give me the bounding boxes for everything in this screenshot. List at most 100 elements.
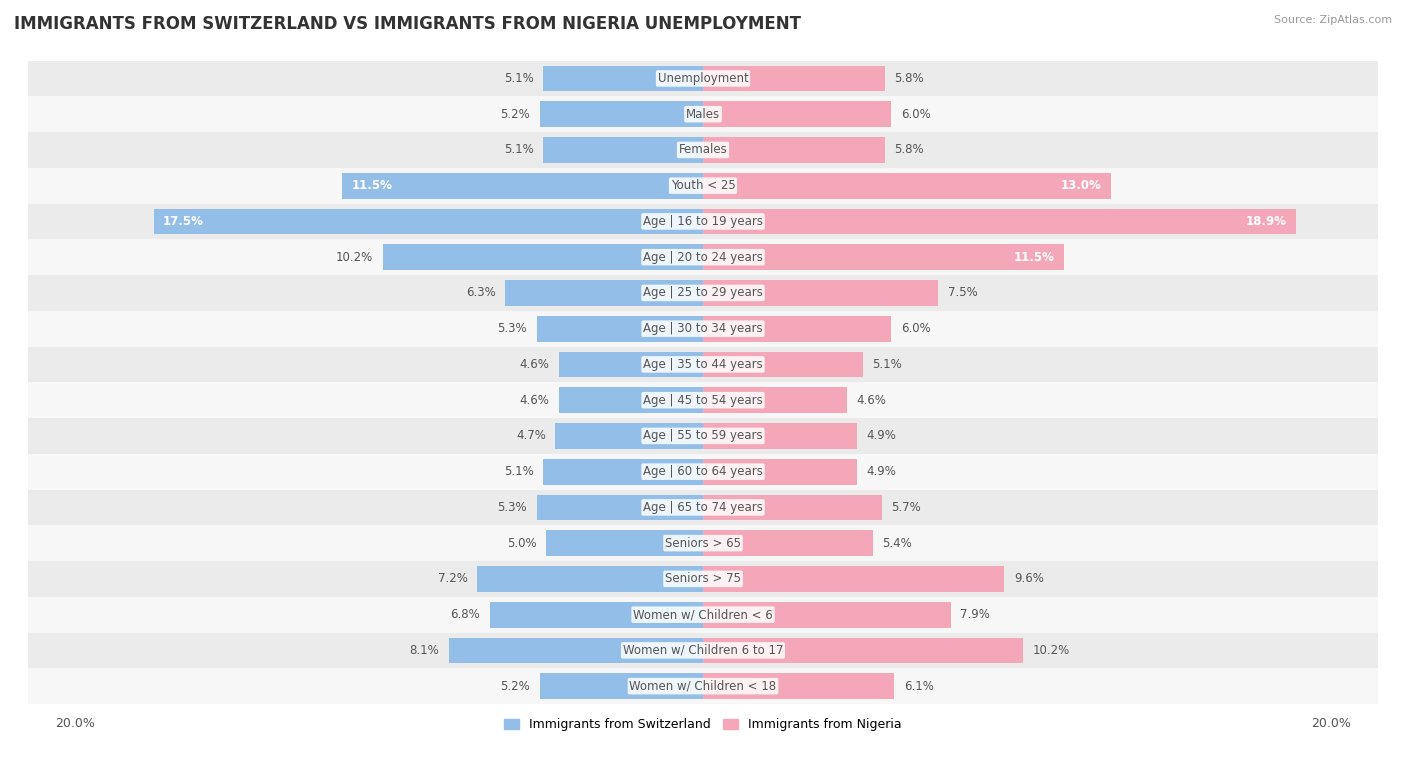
Bar <box>0 347 1406 382</box>
Bar <box>703 66 884 92</box>
Text: 5.0%: 5.0% <box>508 537 537 550</box>
Text: 9.6%: 9.6% <box>1014 572 1043 585</box>
Bar <box>0 61 1406 96</box>
Bar <box>0 132 1406 168</box>
Text: 4.9%: 4.9% <box>866 429 896 442</box>
Text: Women w/ Children 6 to 17: Women w/ Children 6 to 17 <box>623 644 783 657</box>
Bar <box>0 597 1406 633</box>
Text: 4.9%: 4.9% <box>866 465 896 478</box>
Text: 5.8%: 5.8% <box>894 72 924 85</box>
Bar <box>0 525 1406 561</box>
Bar <box>505 280 703 306</box>
Bar <box>703 351 863 377</box>
Bar <box>477 566 703 592</box>
Text: 7.2%: 7.2% <box>437 572 468 585</box>
Bar <box>703 137 884 163</box>
Bar <box>0 490 1406 525</box>
Text: 10.2%: 10.2% <box>336 251 374 263</box>
Bar <box>342 173 703 198</box>
Text: Age | 65 to 74 years: Age | 65 to 74 years <box>643 501 763 514</box>
Text: Seniors > 75: Seniors > 75 <box>665 572 741 585</box>
Text: 5.3%: 5.3% <box>498 501 527 514</box>
Text: Unemployment: Unemployment <box>658 72 748 85</box>
Bar <box>540 673 703 699</box>
Text: 8.1%: 8.1% <box>409 644 439 657</box>
Text: Women w/ Children < 18: Women w/ Children < 18 <box>630 680 776 693</box>
Bar <box>703 637 1024 663</box>
Bar <box>703 280 938 306</box>
Text: Males: Males <box>686 107 720 120</box>
Bar <box>0 561 1406 597</box>
Bar <box>703 673 894 699</box>
Bar <box>0 382 1406 418</box>
Legend: Immigrants from Switzerland, Immigrants from Nigeria: Immigrants from Switzerland, Immigrants … <box>499 713 907 737</box>
Text: 5.7%: 5.7% <box>891 501 921 514</box>
Text: 5.1%: 5.1% <box>503 143 533 157</box>
Text: Age | 60 to 64 years: Age | 60 to 64 years <box>643 465 763 478</box>
Bar <box>703 566 1004 592</box>
Text: Age | 25 to 29 years: Age | 25 to 29 years <box>643 286 763 300</box>
Bar <box>0 311 1406 347</box>
Bar <box>543 459 703 484</box>
Text: 13.0%: 13.0% <box>1062 179 1102 192</box>
Text: Age | 30 to 34 years: Age | 30 to 34 years <box>643 322 763 335</box>
Bar <box>543 137 703 163</box>
Text: Age | 35 to 44 years: Age | 35 to 44 years <box>643 358 763 371</box>
Bar <box>537 494 703 520</box>
Bar <box>0 96 1406 132</box>
Bar <box>703 245 1064 270</box>
Text: Youth < 25: Youth < 25 <box>671 179 735 192</box>
Text: Women w/ Children < 6: Women w/ Children < 6 <box>633 608 773 621</box>
Bar <box>558 351 703 377</box>
Bar <box>0 239 1406 275</box>
Text: 6.8%: 6.8% <box>450 608 479 621</box>
Text: 6.3%: 6.3% <box>465 286 496 300</box>
Text: 4.7%: 4.7% <box>516 429 546 442</box>
Bar <box>449 637 703 663</box>
Bar <box>703 316 891 341</box>
Bar <box>703 459 856 484</box>
Text: 5.8%: 5.8% <box>894 143 924 157</box>
Bar <box>703 101 891 127</box>
Bar <box>0 275 1406 311</box>
Text: 5.2%: 5.2% <box>501 107 530 120</box>
Text: 4.6%: 4.6% <box>519 394 550 407</box>
Text: 5.1%: 5.1% <box>503 72 533 85</box>
Text: 6.1%: 6.1% <box>904 680 934 693</box>
Bar <box>703 531 873 556</box>
Bar <box>703 602 950 628</box>
Text: 11.5%: 11.5% <box>352 179 392 192</box>
Bar <box>0 204 1406 239</box>
Text: Age | 45 to 54 years: Age | 45 to 54 years <box>643 394 763 407</box>
Text: 7.5%: 7.5% <box>948 286 977 300</box>
Text: 5.1%: 5.1% <box>503 465 533 478</box>
Text: 5.4%: 5.4% <box>882 537 911 550</box>
Bar <box>382 245 703 270</box>
Bar <box>703 423 856 449</box>
Bar <box>703 208 1296 235</box>
Text: 7.9%: 7.9% <box>960 608 990 621</box>
Text: 11.5%: 11.5% <box>1014 251 1054 263</box>
Text: 18.9%: 18.9% <box>1246 215 1286 228</box>
Bar <box>0 168 1406 204</box>
Text: Age | 20 to 24 years: Age | 20 to 24 years <box>643 251 763 263</box>
Text: 6.0%: 6.0% <box>901 322 931 335</box>
Text: Age | 55 to 59 years: Age | 55 to 59 years <box>643 429 763 442</box>
Bar <box>543 66 703 92</box>
Text: Females: Females <box>679 143 727 157</box>
Bar <box>0 418 1406 453</box>
Bar <box>703 388 848 413</box>
Bar <box>153 208 703 235</box>
Text: 5.1%: 5.1% <box>873 358 903 371</box>
Bar <box>0 668 1406 704</box>
Bar <box>537 316 703 341</box>
Bar <box>703 494 882 520</box>
Bar <box>0 453 1406 490</box>
Text: Age | 16 to 19 years: Age | 16 to 19 years <box>643 215 763 228</box>
Text: Source: ZipAtlas.com: Source: ZipAtlas.com <box>1274 15 1392 25</box>
Bar <box>555 423 703 449</box>
Text: 6.0%: 6.0% <box>901 107 931 120</box>
Text: 4.6%: 4.6% <box>856 394 887 407</box>
Bar <box>540 101 703 127</box>
Text: 5.2%: 5.2% <box>501 680 530 693</box>
